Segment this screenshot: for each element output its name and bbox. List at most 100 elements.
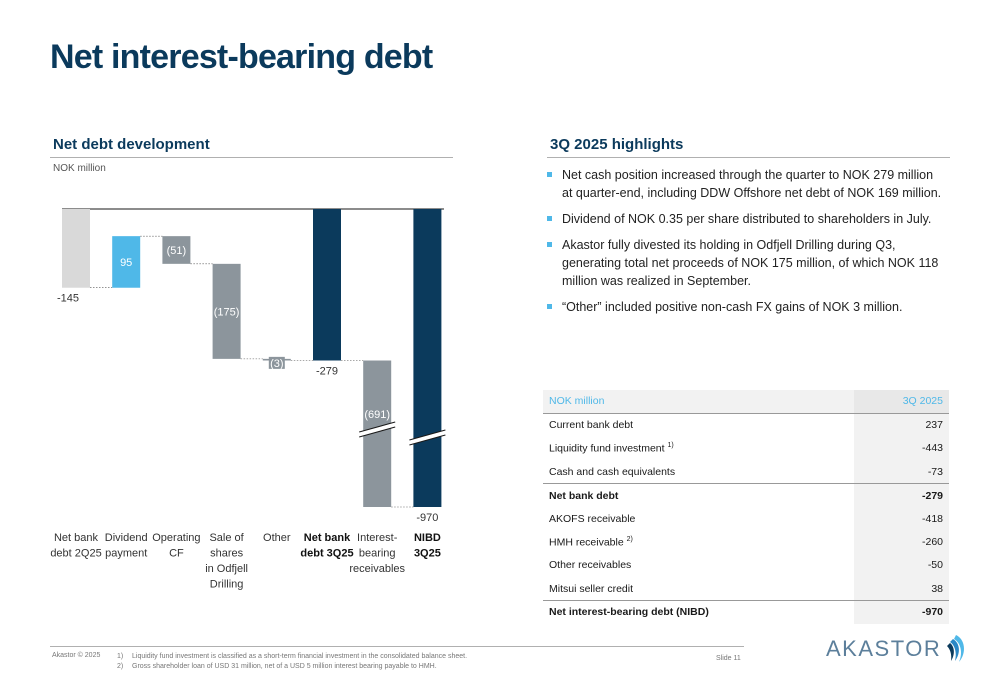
value-label: (3) xyxy=(270,358,283,370)
category-label: Net bank xyxy=(54,532,99,544)
net-debt-waterfall-chart: -145 95 (51) (175) (3) -279 (691) -970 Net bank… xyxy=(50,208,446,591)
chart-value-labels: -145 95 (51) (175) (3) -279 (691) -970 xyxy=(57,245,438,524)
category-label: CF xyxy=(169,548,184,560)
table-row: Net bank debt -279 xyxy=(543,483,949,507)
bar-5 xyxy=(313,209,341,361)
table-cell-label: AKOFS receivable xyxy=(549,512,636,525)
highlights-list: Net cash position increased through the … xyxy=(546,166,946,324)
category-label: Dividend xyxy=(105,532,148,544)
table-row: Current bank debt 237 xyxy=(543,413,949,437)
table-row: Other receivables -50 xyxy=(543,553,949,578)
square-bullet-icon xyxy=(547,242,552,247)
table-row: HMH receivable 2) -260 xyxy=(543,530,949,554)
value-label: (51) xyxy=(167,245,187,257)
table-cell-value: -443 xyxy=(854,436,949,461)
axis-break-line xyxy=(409,434,446,446)
left-section-divider xyxy=(50,157,453,158)
square-bullet-icon xyxy=(547,304,552,309)
table-cell-value: 38 xyxy=(854,577,949,601)
table-cell-label: Cash and cash equivalents xyxy=(549,465,676,478)
axis-break-line xyxy=(359,421,396,433)
chart-axis-breaks xyxy=(359,421,446,446)
category-label: Operating xyxy=(152,532,200,544)
bar-2 xyxy=(162,236,191,264)
table-cell-value: -50 xyxy=(854,553,949,578)
value-label: -970 xyxy=(416,512,438,524)
table-cell-label: Net interest-bearing debt (NIBD) xyxy=(543,600,855,624)
footnote: 2) Gross shareholder loan of USD 31 milli… xyxy=(117,663,437,670)
category-label: bearing xyxy=(359,548,396,560)
table-cell-value: 237 xyxy=(854,413,949,437)
table-row: AKOFS receivable -418 xyxy=(543,506,949,531)
table-cell-label: HMH receivable 2) xyxy=(549,535,633,549)
table-cell-value: -73 xyxy=(854,460,949,484)
table-row: Liquidity fund investment 1) -443 xyxy=(543,436,949,461)
category-label: Drilling xyxy=(210,579,244,591)
square-bullet-icon xyxy=(547,172,552,177)
highlight-item: Net cash position increased through the … xyxy=(546,166,946,202)
chart-unit-label: NOK million xyxy=(53,163,106,174)
category-label: payment xyxy=(105,548,147,560)
category-label: debt 3Q25 xyxy=(300,548,353,560)
table-cell-label: Liquidity fund investment 1) xyxy=(549,442,674,455)
table-header-row: NOK million 3Q 2025 xyxy=(543,390,949,414)
copyright: Akastor © 2025 xyxy=(52,652,101,659)
value-label: (175) xyxy=(214,306,240,318)
square-bullet-icon xyxy=(547,216,552,221)
category-label: debt 2Q25 xyxy=(50,548,101,560)
category-label: Other xyxy=(263,532,291,544)
highlight-item: “Other” included positive non-cash FX ga… xyxy=(546,298,946,316)
table-cell-label: Other receivables xyxy=(549,559,632,572)
table-header-value: 3Q 2025 xyxy=(854,390,949,414)
table-header-label: NOK million xyxy=(543,390,855,414)
bar-0 xyxy=(62,209,90,288)
right-section-divider xyxy=(547,157,950,158)
logo-swirl-icon xyxy=(947,635,965,662)
value-label: -279 xyxy=(316,366,338,378)
footer-divider xyxy=(50,646,744,647)
page-title: Net interest-bearing debt xyxy=(50,38,433,76)
bar-1 xyxy=(112,236,141,288)
table-cell-value: -418 xyxy=(854,506,949,531)
highlight-item: Dividend of NOK 0.35 per share distribut… xyxy=(546,210,946,228)
category-label: receivables xyxy=(349,563,405,575)
chart-connectors xyxy=(62,208,444,508)
footnote: 1) Liquidity fund investment is classifie… xyxy=(117,653,468,660)
bar-7 xyxy=(413,209,442,507)
net-debt-section-title: Net debt development xyxy=(53,136,210,153)
nibd-table: NOK million 3Q 2025 Current bank debt 237… xyxy=(543,390,949,624)
table-row: Cash and cash equivalents -73 xyxy=(543,460,949,484)
table-row: Net interest-bearing debt (NIBD) -970 xyxy=(543,600,949,624)
category-label: 3Q25 xyxy=(414,548,441,560)
table-row: Mitsui seller credit 38 xyxy=(543,577,949,601)
chart-category-labels: Net bank debt 2Q25 Dividend payment Operatin… xyxy=(50,532,441,591)
table-body: Current bank debt 237 Liquidity fund inves… xyxy=(543,413,949,624)
value-label: -145 xyxy=(57,293,79,305)
value-label: 95 xyxy=(120,257,132,269)
chart-bars xyxy=(62,209,442,507)
axis-break-line xyxy=(409,429,446,441)
axis-break-line xyxy=(359,426,396,438)
highlight-item: Akastor fully divested its holding in Od… xyxy=(546,236,946,290)
table-cell-label: Net bank debt xyxy=(543,483,855,507)
table-cell-label: Mitsui seller credit xyxy=(549,582,634,595)
category-label: Net bank xyxy=(304,532,351,544)
value-label-background xyxy=(268,356,285,369)
bar-3 xyxy=(212,263,241,359)
slide-number: Slide 11 xyxy=(716,655,741,662)
axis-break-gap xyxy=(409,430,446,445)
category-label: in Odfjell xyxy=(205,563,248,575)
table-cell-label: Current bank debt xyxy=(549,419,634,432)
highlights-section-title: 3Q 2025 highlights xyxy=(550,136,684,153)
category-label: NIBD xyxy=(414,532,441,544)
category-label: Interest- xyxy=(357,532,398,544)
axis-break-gap xyxy=(359,422,396,437)
logo-wordmark: AKASTOR xyxy=(826,636,942,661)
value-label: (691) xyxy=(364,409,390,421)
category-label: Sale of xyxy=(209,532,244,544)
category-label: shares xyxy=(210,548,244,560)
table-cell-value: -970 xyxy=(854,600,949,624)
footnotes: 1) Liquidity fund investment is classifie… xyxy=(117,652,467,672)
table-cell-value: -279 xyxy=(854,483,949,507)
akastor-logo: AKASTOR xyxy=(826,633,969,665)
